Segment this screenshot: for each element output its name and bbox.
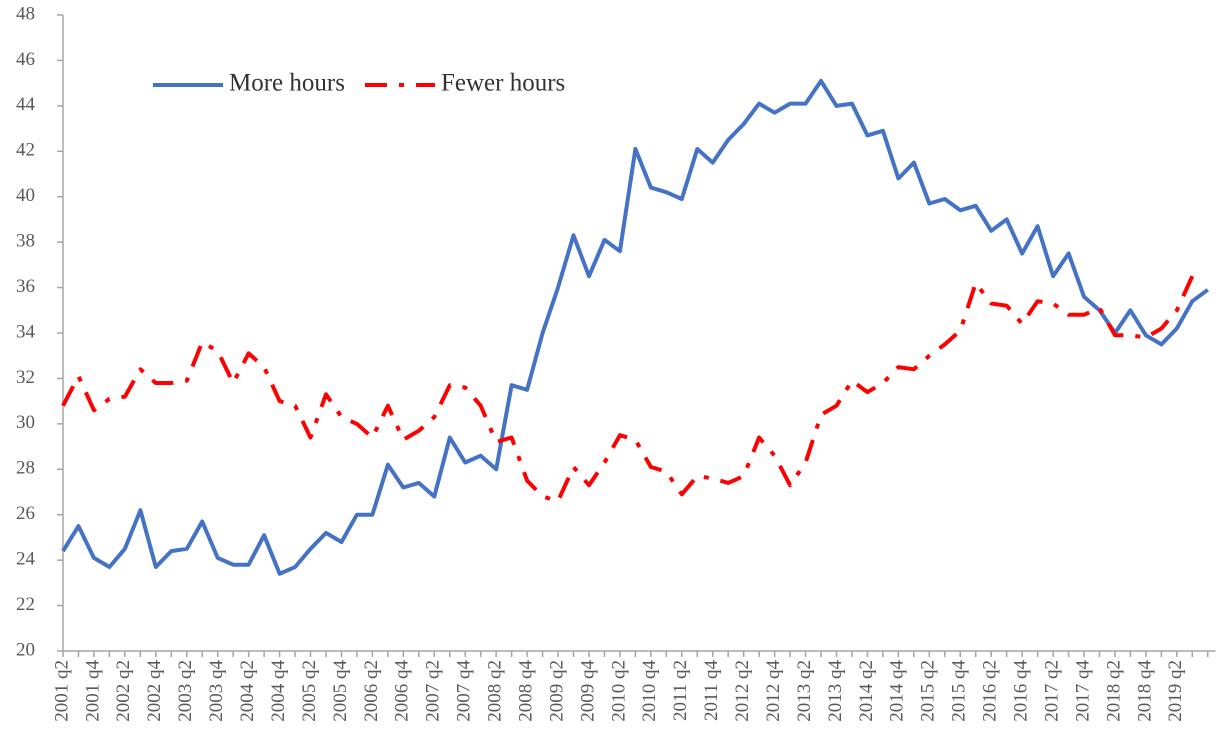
line-series [61, 78, 1209, 576]
x-tick-label: 2002 q4 [144, 660, 165, 722]
x-tick-label: 2004 q4 [268, 660, 289, 722]
x-tick-label: 2006 q2 [361, 660, 382, 722]
x-tick-label: 2013 q4 [825, 660, 846, 722]
x-tick-label: 2001 q4 [82, 660, 103, 722]
y-tick-label: 20 [16, 639, 35, 660]
y-tick-label: 34 [16, 321, 36, 342]
x-tick-label: 2016 q4 [1010, 660, 1031, 722]
x-tick-label: 2016 q2 [980, 660, 1001, 722]
y-tick-label: 22 [16, 594, 35, 615]
x-tick-label: 2003 q4 [206, 660, 227, 722]
x-tick-label: 2017 q2 [1041, 660, 1062, 722]
y-tick-label: 48 [16, 3, 35, 24]
x-tick-label: 2003 q2 [175, 660, 196, 722]
y-tick-label: 38 [16, 231, 35, 252]
line-series [61, 275, 1195, 504]
x-tick-label: 2011 q2 [670, 660, 691, 721]
y-tick-label: 40 [16, 185, 35, 206]
x-tick-label: 2007 q2 [423, 660, 444, 722]
y-tick-label: 28 [16, 458, 35, 479]
legend-label: More hours [229, 70, 345, 97]
x-tick-label: 2010 q4 [639, 660, 660, 722]
x-tick-label: 2008 q2 [485, 660, 506, 722]
y-tick-label: 24 [16, 549, 36, 570]
legend-label: Fewer hours [441, 70, 565, 97]
x-tick-label: 2012 q2 [732, 660, 753, 722]
x-tick-label: 2005 q4 [330, 660, 351, 722]
x-tick-label: 2007 q4 [454, 660, 475, 722]
x-tick-label: 2005 q2 [299, 660, 320, 722]
y-tick-label: 46 [16, 49, 35, 70]
x-tick-label: 2013 q2 [794, 660, 815, 722]
y-tick-label: 36 [16, 276, 35, 297]
x-tick-label: 2015 q2 [918, 660, 939, 722]
x-tick-label: 2011 q4 [701, 660, 722, 722]
x-tick-label: 2006 q4 [392, 660, 413, 722]
x-tick-label: 2014 q4 [887, 660, 908, 722]
y-tick-label: 42 [16, 140, 35, 161]
y-tick-label: 30 [16, 412, 35, 433]
x-tick-label: 2018 q2 [1103, 660, 1124, 722]
x-tick-label: 2004 q2 [237, 660, 258, 722]
x-tick-label: 2010 q2 [608, 660, 629, 722]
x-tick-label: 2018 q4 [1134, 660, 1155, 722]
x-tick-label: 2009 q2 [546, 660, 567, 722]
y-tick-label: 32 [16, 367, 35, 388]
x-tick-label: 2017 q4 [1072, 660, 1093, 722]
x-tick-label: 2015 q4 [949, 660, 970, 722]
x-tick-label: 2019 q2 [1165, 660, 1186, 722]
y-tick-label: 44 [16, 94, 36, 115]
x-tick-label: 2009 q4 [577, 660, 598, 722]
y-tick-label: 26 [16, 503, 35, 524]
x-tick-label: 2002 q2 [113, 660, 134, 722]
x-tick-label: 2008 q4 [515, 660, 536, 722]
x-tick-label: 2014 q2 [856, 660, 877, 722]
x-tick-label: 2001 q2 [51, 660, 72, 722]
x-tick-label: 2012 q4 [763, 660, 784, 722]
